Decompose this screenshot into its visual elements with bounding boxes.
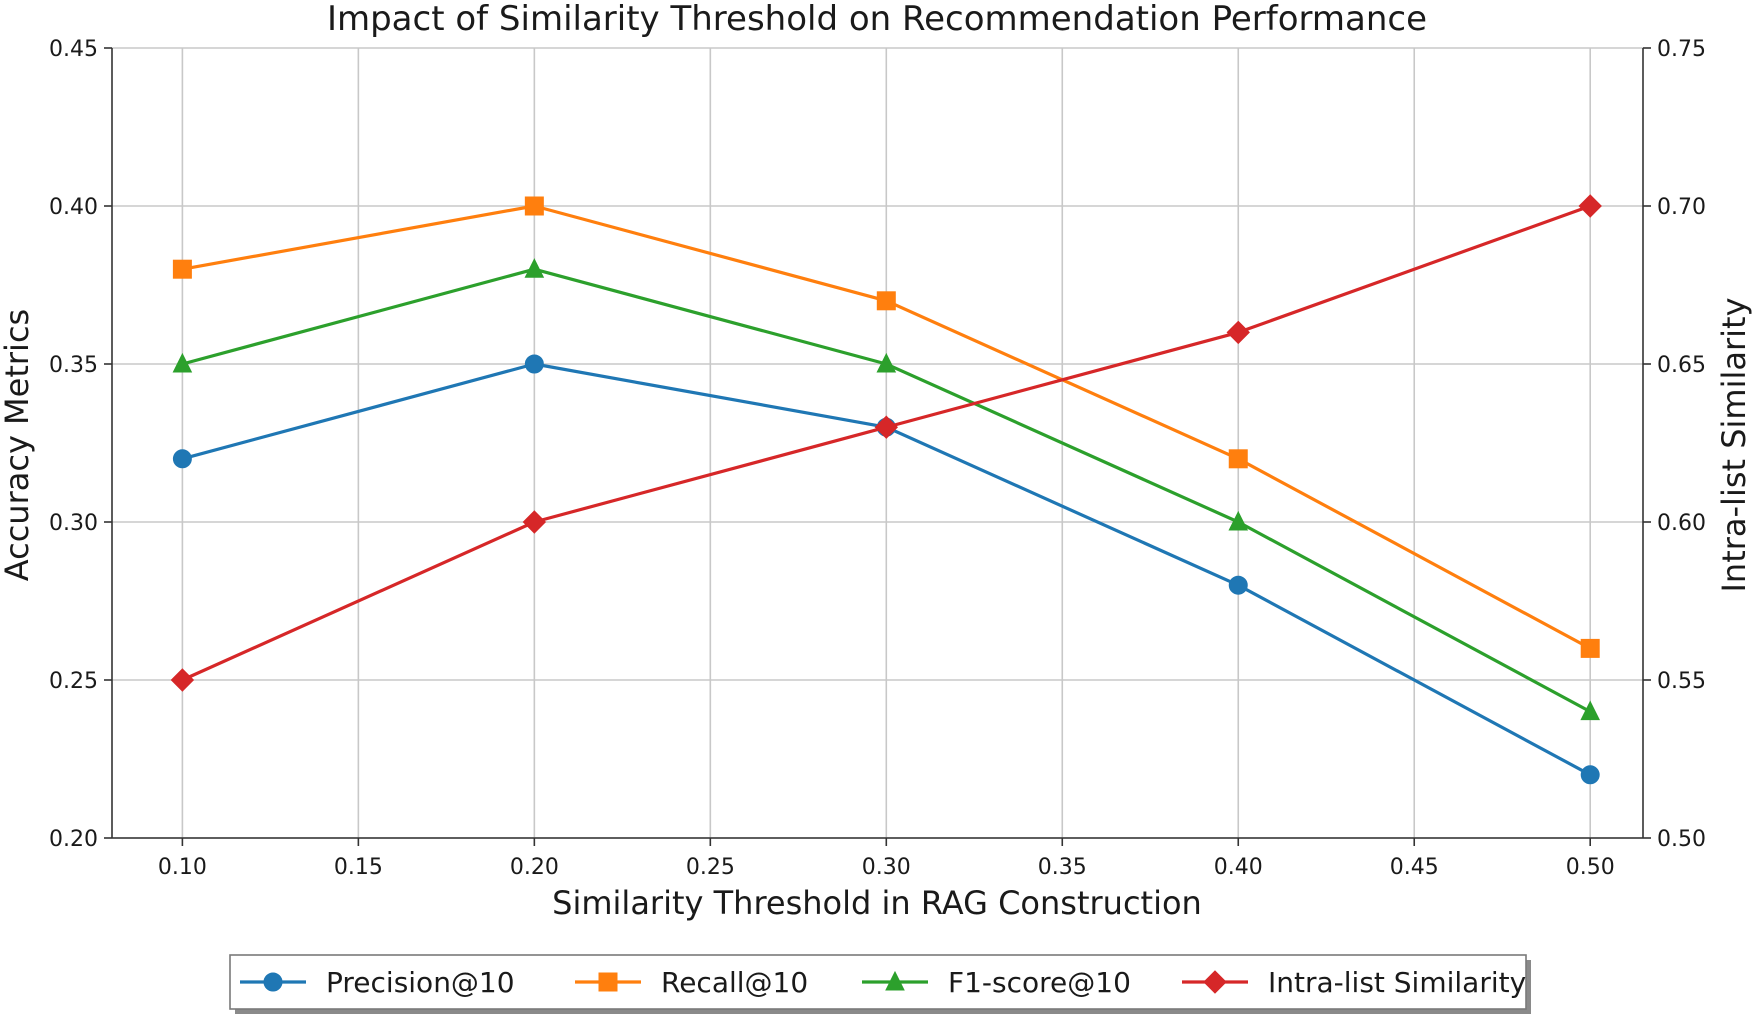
y2-tick-label: 0.55 xyxy=(1657,669,1706,694)
recall-10-point xyxy=(1580,638,1600,658)
intra-list-similarity-point xyxy=(522,510,547,534)
y2-axis-label: Intra-list Similarity xyxy=(1715,297,1753,592)
axes-layer: 0.10 0.15 0.20 0.25 0.30 0.35 0.40 0.45 0.50 0.20… xyxy=(49,37,1706,880)
y-tick-label: 0.45 xyxy=(49,37,98,62)
legend-f1-score-10-label: F1-score@10 xyxy=(948,966,1131,999)
y-tick-label: 0.20 xyxy=(49,827,98,852)
intra-list-similarity-point xyxy=(874,415,899,439)
x-tick-label: 0.40 xyxy=(1214,855,1263,880)
legend: Precision@10 Recall@10 F1-score@10 Intra-li… xyxy=(229,954,1531,1014)
x-tick-label: 0.15 xyxy=(334,855,383,880)
legend-recall-10-label: Recall@10 xyxy=(661,966,808,999)
y2-tick-label: 0.75 xyxy=(1657,37,1706,62)
chart-title: Impact of Similarity Threshold on Recomm… xyxy=(327,0,1427,39)
x-tick-label: 0.25 xyxy=(686,855,735,880)
x-tick-label: 0.35 xyxy=(1038,855,1087,880)
f1-score-10-point xyxy=(1580,700,1601,721)
x-tick-label: 0.20 xyxy=(510,855,559,880)
y-axis-label: Accuracy Metrics xyxy=(0,309,36,581)
x-tick-label: 0.50 xyxy=(1566,855,1615,880)
x-tick-label: 0.30 xyxy=(862,855,911,880)
recall-10-point xyxy=(876,291,896,311)
recall-10-point xyxy=(172,259,192,279)
f1-score-10-point xyxy=(172,352,193,373)
precision-10-point xyxy=(1228,575,1248,595)
precision-10-point xyxy=(172,449,192,469)
recall-10-point xyxy=(524,196,544,216)
f1-score-10-point xyxy=(876,352,897,373)
y-tick-label: 0.25 xyxy=(49,669,98,694)
x-axis-label: Similarity Threshold in RAG Construction xyxy=(552,884,1202,922)
recall-10-point xyxy=(1228,449,1248,469)
legend-recall-10-marker xyxy=(598,972,618,992)
f1-score-10-point xyxy=(1228,510,1249,531)
y2-tick-label: 0.70 xyxy=(1657,195,1706,220)
y-tick-label: 0.30 xyxy=(49,511,98,536)
legend-precision-10-marker xyxy=(263,972,283,992)
y2-tick-label: 0.50 xyxy=(1657,827,1706,852)
legend-intra-list-similarity-label: Intra-list Similarity xyxy=(1268,966,1526,999)
legend-precision-10-label: Precision@10 xyxy=(326,966,515,999)
x-tick-label: 0.10 xyxy=(158,855,207,880)
precision-10-point xyxy=(524,354,544,374)
series-layer xyxy=(170,194,1602,785)
grid-layer xyxy=(112,47,1643,839)
f1-score-10-point xyxy=(524,258,545,278)
y-tick-label: 0.35 xyxy=(49,353,98,378)
precision-10-point xyxy=(1580,765,1600,785)
intra-list-similarity-point xyxy=(1226,320,1250,345)
y-tick-label: 0.40 xyxy=(49,195,98,220)
legend-items: Precision@10 Recall@10 F1-score@10 Intra-li… xyxy=(240,966,1526,999)
intra-list-similarity-point xyxy=(170,668,195,692)
legend-intra-list-similarity-marker xyxy=(1203,970,1227,994)
y2-tick-label: 0.60 xyxy=(1657,511,1706,536)
y2-tick-label: 0.65 xyxy=(1657,353,1706,378)
x-tick-label: 0.45 xyxy=(1390,855,1439,880)
intra-list-similarity-point xyxy=(1578,194,1602,218)
legend-f1-score-10-marker xyxy=(885,970,905,991)
